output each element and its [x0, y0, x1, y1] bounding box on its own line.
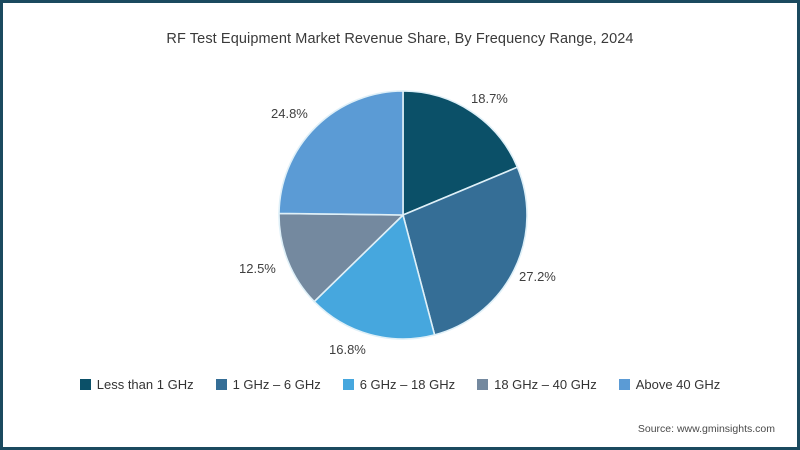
pie-label-less-than-1-ghz: 18.7% — [471, 91, 508, 106]
source-attribution: Source: www.gminsights.com — [637, 423, 775, 435]
pie-chart — [275, 87, 531, 343]
legend-label: 18 GHz – 40 GHz — [494, 377, 597, 392]
legend-swatch-icon — [477, 379, 489, 390]
legend-item-18-to-40-ghz[interactable]: 18 GHz – 40 GHz — [477, 377, 597, 392]
legend-item-1-to-6-ghz[interactable]: 1 GHz – 6 GHz — [215, 377, 321, 392]
legend-swatch-icon — [79, 379, 91, 390]
pie-slice[interactable] — [402, 166, 528, 336]
pie-label-1-to-6-ghz: 27.2% — [519, 269, 556, 284]
pie-label-above-40-ghz: 24.8% — [271, 106, 308, 121]
legend-label: 6 GHz – 18 GHz — [359, 377, 456, 392]
legend-item-less-than-1-ghz[interactable]: Less than 1 GHz — [79, 377, 194, 392]
legend-item-above-40-ghz[interactable]: Above 40 GHz — [618, 377, 721, 392]
pie-slice[interactable] — [278, 90, 404, 216]
pie-label-18-to-40-ghz: 12.5% — [239, 261, 276, 276]
pie-slice[interactable] — [313, 213, 436, 340]
pie-slice[interactable] — [402, 90, 519, 217]
legend-item-6-to-18-ghz[interactable]: 6 GHz – 18 GHz — [342, 377, 456, 392]
legend-swatch-icon — [618, 379, 630, 390]
pie-label-6-to-18-ghz: 16.8% — [329, 342, 366, 357]
legend-swatch-icon — [342, 379, 354, 390]
chart-legend: Less than 1 GHz 1 GHz – 6 GHz 6 GHz – 18… — [3, 377, 797, 392]
pie-chart-svg — [278, 90, 528, 340]
legend-swatch-icon — [215, 379, 227, 390]
legend-label: Less than 1 GHz — [96, 377, 194, 392]
pie-slice[interactable] — [278, 212, 405, 303]
page-title: RF Test Equipment Market Revenue Share, … — [166, 31, 634, 47]
pie-slice-group — [278, 90, 528, 340]
legend-label: Above 40 GHz — [635, 377, 721, 392]
legend-label: 1 GHz – 6 GHz — [232, 377, 321, 392]
